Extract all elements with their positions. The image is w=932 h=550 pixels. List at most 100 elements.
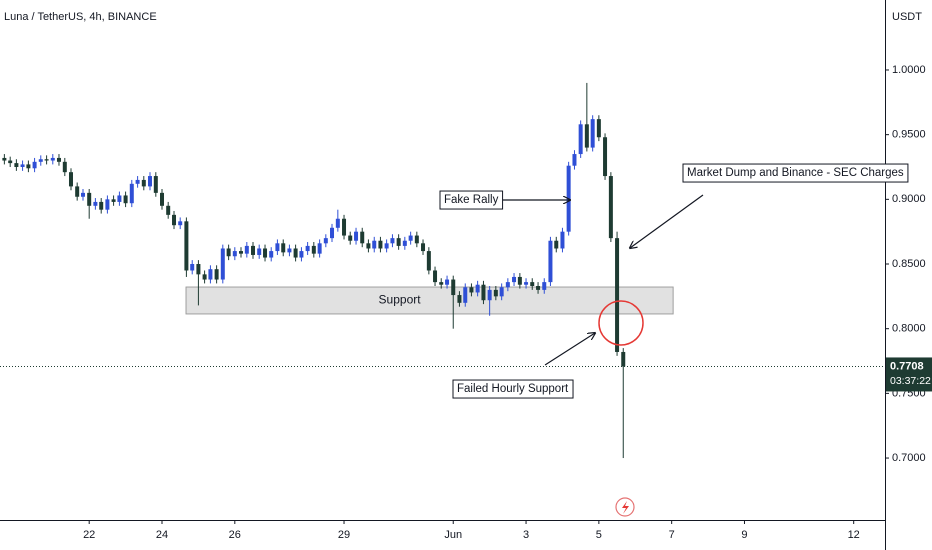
candle-body — [530, 282, 535, 286]
candle-body — [105, 199, 110, 210]
candle-body — [590, 119, 595, 148]
candle-body — [584, 124, 589, 148]
candle-body — [566, 165, 571, 232]
candle-body — [220, 248, 225, 280]
candle-body — [81, 192, 86, 197]
candle-body — [330, 227, 335, 239]
candle-body — [524, 282, 529, 285]
candle-body — [378, 240, 383, 249]
candle-body — [281, 243, 286, 253]
candle-body — [196, 264, 201, 275]
candle-body — [214, 269, 219, 280]
support-zone — [185, 286, 674, 315]
event-icon-bolt — [622, 501, 629, 514]
y-tick-label: 0.8000 — [892, 323, 926, 335]
candle-body — [141, 179, 146, 187]
candle-body — [299, 251, 304, 258]
candle-body — [396, 238, 401, 246]
candle-body — [505, 282, 510, 288]
candle-body — [68, 172, 73, 187]
candle-body — [451, 279, 456, 296]
annotation-box — [682, 163, 909, 183]
candle-body — [111, 199, 116, 202]
y-axis-label: USDT — [892, 11, 922, 23]
candle-body — [463, 287, 468, 303]
candle-body — [408, 235, 413, 241]
candle-body — [244, 245, 249, 254]
x-tick-label: 22 — [83, 529, 95, 541]
candle-body — [50, 157, 55, 161]
chart-title: Luna / TetherUS, 4h, BINANCE — [4, 11, 157, 23]
candle-body — [178, 221, 183, 226]
candle-body — [38, 159, 43, 162]
candle-body — [426, 251, 431, 271]
candle-body — [226, 248, 231, 257]
candle-body — [433, 270, 438, 283]
candle-body — [251, 245, 256, 255]
candle-body — [2, 157, 7, 161]
candle-body — [360, 231, 365, 244]
candle-body — [487, 289, 492, 301]
candle-body — [14, 163, 19, 167]
candle-body — [517, 276, 522, 285]
candle-body — [172, 214, 177, 226]
x-tick-label: 12 — [848, 529, 860, 541]
candle-body — [123, 195, 128, 204]
candle-body — [493, 289, 498, 297]
candle-body — [481, 284, 486, 301]
candle-body — [335, 218, 340, 228]
candle-body — [8, 160, 13, 164]
candle-body — [439, 282, 444, 285]
candle-body — [608, 176, 613, 239]
candle-body — [166, 205, 171, 215]
candle-body — [354, 231, 359, 241]
candle-body — [62, 161, 67, 173]
y-tick-label: 0.7000 — [892, 452, 926, 464]
candle-body — [287, 248, 292, 253]
candle-body — [317, 243, 322, 254]
candle-body — [56, 157, 61, 162]
candle-body — [384, 243, 389, 249]
candle-body — [348, 235, 353, 241]
candle-body — [93, 201, 98, 206]
arrow — [630, 194, 704, 248]
x-tick-label: Jun — [444, 529, 462, 541]
candle-body — [305, 245, 310, 252]
candle-body — [554, 240, 559, 249]
candle-body — [548, 240, 553, 283]
y-tick-label: 0.9000 — [892, 193, 926, 205]
candle-body — [153, 176, 158, 193]
candle-body — [232, 251, 237, 257]
candle-body — [26, 164, 31, 169]
candle-body — [542, 282, 547, 290]
last-price-badge — [886, 357, 932, 392]
candle-body — [238, 251, 243, 254]
candle-body — [457, 295, 462, 303]
candle-body — [499, 287, 504, 297]
support-label: Support — [379, 293, 422, 307]
candle-body — [202, 274, 207, 280]
annotation-text: Fake Rally — [444, 194, 499, 206]
arrow — [544, 333, 595, 366]
candle-body — [603, 137, 608, 177]
candle-body — [469, 287, 474, 293]
candle-body — [44, 159, 49, 161]
candle-body — [402, 240, 407, 246]
candle-body — [99, 201, 104, 210]
last-price-label: 0.7708 — [890, 360, 924, 372]
candle-body — [475, 284, 480, 293]
candle-body — [75, 186, 80, 197]
annotation-box — [439, 190, 504, 210]
x-tick-label: 5 — [596, 529, 602, 541]
candle-body — [117, 195, 122, 202]
y-tick-label: 0.9500 — [892, 129, 926, 141]
candle-body — [323, 238, 328, 244]
candle-body — [32, 161, 37, 169]
candle-body — [421, 243, 426, 252]
candle-body — [275, 243, 280, 252]
x-tick-label: 24 — [156, 529, 168, 541]
candle-body — [536, 286, 541, 290]
